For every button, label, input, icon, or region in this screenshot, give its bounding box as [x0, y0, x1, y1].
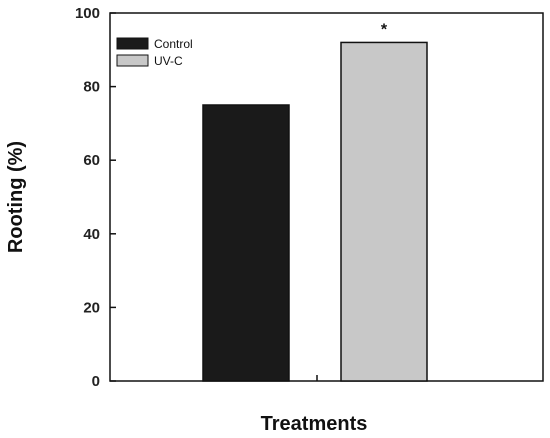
legend-label: Control	[154, 37, 193, 51]
plot-area	[109, 12, 544, 382]
legend-swatch-uv-c	[116, 54, 149, 67]
significance-annotation: *	[381, 21, 388, 38]
legend-label: UV-C	[154, 54, 183, 68]
y-axis-title: Rooting (%)	[5, 141, 27, 253]
bars	[202, 41, 428, 382]
y-axis: 0 20 40 60 80 100	[75, 5, 116, 390]
legend-swatch-control	[116, 37, 149, 50]
y-tick-label: 40	[83, 226, 100, 243]
y-tick-label: 60	[83, 152, 100, 169]
bar-uv-c	[340, 41, 428, 382]
y-tick-label: 0	[92, 373, 100, 390]
annotations: *	[381, 21, 388, 38]
y-tick-label: 80	[83, 79, 100, 96]
y-tick-label: 100	[75, 5, 100, 22]
legend: Control UV-C	[116, 37, 193, 68]
x-axis-title: Treatments	[261, 413, 368, 435]
y-tick-label: 20	[83, 299, 100, 316]
plot-frame	[109, 12, 544, 382]
bar-control	[202, 104, 290, 382]
